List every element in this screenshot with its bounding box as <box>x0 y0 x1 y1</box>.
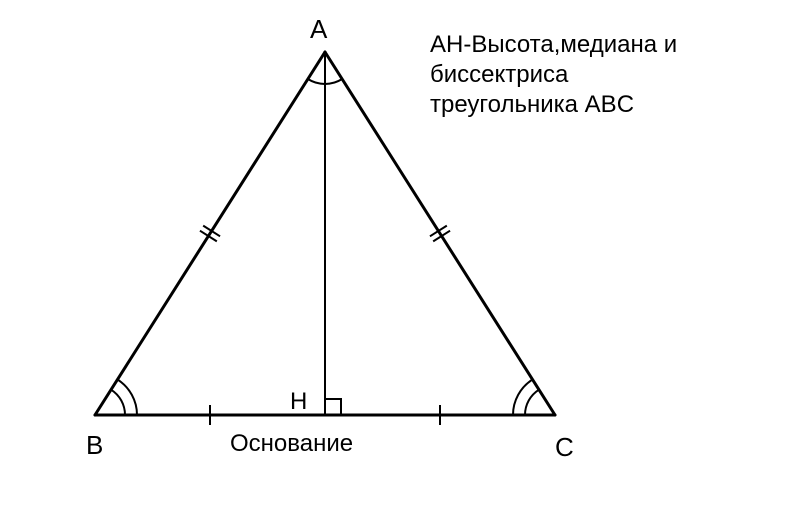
label-B: B <box>86 430 103 461</box>
label-base: Основание <box>230 430 353 458</box>
label-H: H <box>290 388 307 416</box>
description-line2: биссектриса <box>430 61 568 88</box>
label-C: C <box>555 432 574 463</box>
description-line3: треугольника ABC <box>430 91 634 118</box>
label-A: A <box>310 14 327 45</box>
description-text: AH-Высота,медиана и биссектриса треуголь… <box>430 30 677 120</box>
description-line1: AH-Высота,медиана и <box>430 31 677 58</box>
